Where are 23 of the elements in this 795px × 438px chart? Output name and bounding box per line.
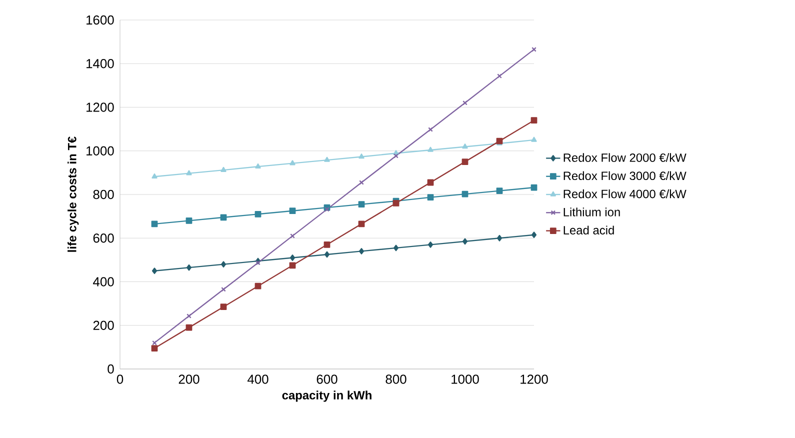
legend-label: Lithium ion [564, 208, 620, 216]
y-axis-title: life cycle costs in T€ [68, 136, 79, 252]
legend-label: Redox Flow 2000 €/kW [564, 153, 686, 162]
x-axis-title: capacity in kWh [282, 390, 372, 402]
x-tick-label: 600 [316, 374, 338, 384]
y-tick-label: 1000 [86, 146, 114, 156]
x-tick-label: 1200 [520, 374, 548, 384]
legend-label: Redox Flow 4000 €/kW [564, 189, 686, 198]
y-tick-label: 400 [93, 277, 114, 286]
y-tick-label: 1600 [86, 15, 114, 25]
y-tick-label: 600 [93, 234, 114, 243]
y-tick-label: 200 [93, 320, 114, 330]
y-tick-label: 0 [108, 364, 114, 374]
x-tick-label: 800 [386, 374, 406, 384]
y-tick-label: 800 [93, 190, 114, 200]
legend-label: Redox Flow 3000 €/kW [564, 171, 686, 180]
y-tick-label: 1200 [86, 102, 114, 112]
x-tick-label: 400 [247, 374, 268, 384]
x-tick-label: 200 [178, 374, 200, 384]
x-tick-label: 0 [116, 374, 124, 384]
x-tick-label: 1000 [452, 374, 479, 384]
y-tick-label: 1400 [86, 59, 114, 68]
legend-label: Lead acid [564, 226, 614, 234]
